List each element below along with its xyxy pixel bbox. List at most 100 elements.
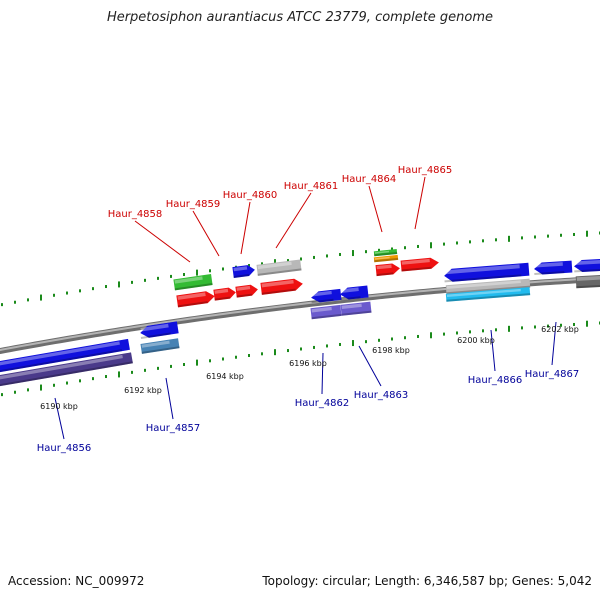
minor-tick [417, 244, 419, 248]
minor-tick [339, 342, 341, 346]
gene-label-text: Haur_4857 [146, 423, 201, 434]
gene-highlight [140, 323, 169, 332]
minor-tick [170, 364, 172, 368]
major-tick [352, 340, 354, 347]
gene-haur-4861[interactable] [260, 278, 303, 295]
forward-label-haur-4865[interactable]: Haur_4865 [398, 165, 453, 230]
gene-haur-4858[interactable] [176, 290, 215, 308]
gene-shadow [233, 274, 250, 279]
gene-haur-4867-a[interactable] [534, 260, 573, 275]
minor-tick [313, 345, 315, 349]
gene-haur-4865[interactable] [400, 257, 440, 272]
gene-haur-4856-b[interactable] [0, 352, 133, 388]
gene-label-text: Haur_4860 [223, 190, 278, 201]
reverse-label-haur-4856[interactable]: Haur_4856 [37, 397, 92, 454]
major-tick [118, 371, 120, 378]
minor-tick [92, 377, 94, 381]
leader-line [321, 352, 324, 395]
minor-tick [27, 298, 29, 302]
leader-line [240, 201, 251, 255]
genome-summary-text: Topology: circular; Length: 6,346,587 bp… [262, 574, 592, 588]
gene-haur-4867-b[interactable] [574, 258, 600, 273]
accession-text: Accession: NC_009972 [8, 574, 145, 588]
gene-highlight [311, 306, 332, 313]
gene-shape [260, 278, 303, 295]
gene-shadow [177, 301, 208, 308]
gene-haur-4860[interactable] [235, 284, 258, 298]
gene-haur-4862-b[interactable] [310, 304, 342, 320]
minor-tick [170, 274, 172, 278]
forward-label-haur-4864[interactable]: Haur_4864 [342, 174, 397, 233]
gene-shape [444, 262, 530, 282]
minor-tick [378, 338, 380, 342]
gene-haur-4863-b[interactable] [340, 301, 372, 316]
gene-shadow [0, 361, 133, 388]
gene-shadow [340, 296, 361, 301]
minor-tick [53, 383, 55, 387]
gene-shape [256, 259, 302, 276]
gene-shape [575, 274, 600, 289]
gene-haur-4863-a[interactable] [339, 285, 369, 301]
gene-haur-4862-a[interactable] [310, 288, 342, 304]
gene-highlight [0, 341, 120, 367]
tick-label: 6198 kbp [372, 346, 410, 355]
minor-tick [287, 349, 289, 353]
gene-haur-4864-mid[interactable] [373, 254, 399, 263]
leader-line [165, 377, 174, 420]
major-tick [40, 384, 42, 391]
gene-shadow [374, 251, 398, 257]
minor-tick [326, 344, 328, 348]
minor-tick [157, 276, 159, 280]
gene-shape [140, 321, 179, 338]
reverse-label-haur-4857[interactable]: Haur_4857 [146, 377, 201, 434]
minor-tick [157, 366, 159, 370]
gene-highlight [374, 250, 390, 254]
forward-label-haur-4858[interactable]: Haur_4858 [108, 209, 191, 263]
gene-haur-4857-b[interactable] [140, 338, 180, 354]
gene-highlight [261, 279, 294, 288]
gene-haur-4866-c[interactable] [445, 287, 531, 302]
gene-haur-4860-top[interactable] [232, 264, 255, 279]
reverse-label-haur-4863[interactable]: Haur_4863 [354, 345, 409, 401]
gene-highlight [214, 288, 229, 294]
minor-tick [404, 246, 406, 250]
reverse-label-haur-4862[interactable]: Haur_4862 [295, 352, 350, 409]
gene-haur-4859[interactable] [213, 287, 236, 301]
major-tick [196, 359, 198, 366]
gene-haur-4866-a[interactable] [444, 262, 530, 283]
minor-tick [66, 381, 68, 385]
major-tick [274, 259, 276, 266]
gene-haur-4864-top[interactable] [373, 248, 398, 257]
forward-label-haur-4859[interactable]: Haur_4859 [166, 199, 221, 257]
gene-shadow [214, 296, 231, 301]
gene-shape [213, 287, 236, 301]
gene-highlight [446, 280, 521, 289]
minor-tick [79, 379, 81, 383]
minor-tick [482, 329, 484, 333]
gene-highlight [311, 290, 332, 297]
forward-label-haur-4860[interactable]: Haur_4860 [223, 190, 278, 255]
gene-haur-4864[interactable] [375, 263, 401, 277]
gene-features [0, 248, 600, 388]
minor-tick [1, 303, 3, 307]
minor-tick [560, 233, 562, 237]
minor-tick [248, 354, 250, 358]
major-tick [586, 320, 588, 327]
gene-haur-4857-a[interactable] [139, 321, 179, 339]
gene-haur-4856-a[interactable] [0, 338, 130, 374]
reverse-label-haur-4866[interactable]: Haur_4866 [468, 329, 523, 386]
major-tick [508, 325, 510, 332]
tick-label: 6190 kbp [40, 402, 78, 411]
gene-dark-right[interactable] [575, 274, 600, 289]
minor-tick [261, 262, 263, 266]
minor-tick [404, 336, 406, 340]
minor-tick [378, 248, 380, 252]
minor-tick [105, 285, 107, 289]
reverse-label-haur-4867[interactable]: Haur_4867 [525, 321, 580, 380]
gene-shape [375, 263, 400, 277]
gene-haur-4861-top[interactable] [256, 259, 302, 276]
forward-label-haur-4861[interactable]: Haur_4861 [275, 181, 338, 249]
gene-haur-4858-top[interactable] [173, 274, 213, 291]
